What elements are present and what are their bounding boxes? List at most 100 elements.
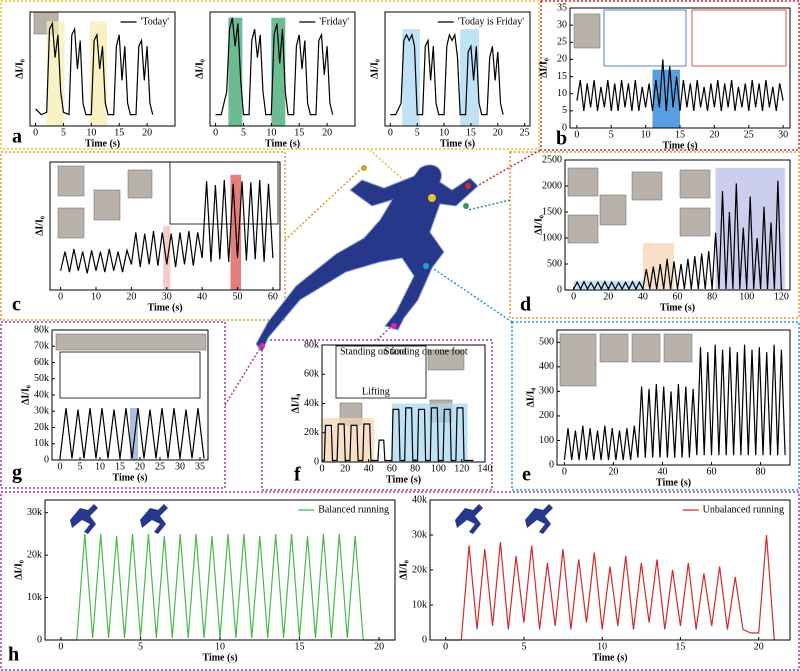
y-axis-label: ΔI/I₀ <box>34 216 45 236</box>
y-tick-label: 2000 <box>542 180 562 191</box>
sensor-dots <box>259 165 471 349</box>
y-tick-label: 20k <box>412 564 427 575</box>
panel-label: e <box>522 464 531 486</box>
axes-frame <box>384 11 531 127</box>
x-axis-label: Time (s) <box>265 138 300 149</box>
x-tick-label: 60 <box>707 466 717 477</box>
x-tick-label: 0 <box>320 463 325 474</box>
sensor <box>423 263 429 269</box>
annotation: Standing on one foot <box>384 346 468 357</box>
y-tick-label: 40k <box>304 398 319 409</box>
sensor <box>463 203 469 209</box>
y-tick-label: 0 <box>37 634 42 645</box>
y-tick-label: 15 <box>557 71 567 82</box>
x-tick-label: 5 <box>241 127 246 138</box>
x-axis-label: Time (s) <box>660 302 695 313</box>
highlight-span <box>163 226 171 290</box>
x-tick-label: 140 <box>478 463 493 474</box>
panel-label: h <box>8 644 19 666</box>
connector <box>376 325 393 341</box>
x-tick-label: 20 <box>603 291 613 302</box>
x-tick-label: 0 <box>58 291 63 302</box>
y-tick-label: 5 <box>562 105 567 116</box>
y-tick-label: 0 <box>314 456 319 467</box>
frame-b <box>540 0 800 151</box>
y-tick-label: 400 <box>539 361 554 372</box>
x-tick-label: 5 <box>78 461 83 472</box>
legend-label: 'Today' <box>141 16 170 27</box>
y-axis-label: ΔI/I₀ <box>20 385 31 405</box>
panel-label: a <box>12 126 22 148</box>
y-tick-label: 20k <box>27 549 42 560</box>
x-tick-label: 10 <box>86 127 96 138</box>
x-tick-label: 15 <box>675 129 685 140</box>
panel-label: c <box>12 294 21 316</box>
x-tick-label: 25 <box>744 129 754 140</box>
inset <box>59 351 201 399</box>
y-axis-label: ΔI/I₀ <box>398 560 409 580</box>
runner-icon <box>455 504 483 534</box>
x-tick-label: 20 <box>608 466 618 477</box>
y-tick-label: 70k <box>34 341 49 352</box>
y-axis-label: ΔI/I₀ <box>194 59 205 79</box>
photo <box>599 333 629 363</box>
photo <box>57 165 85 197</box>
y-tick-label: 10k <box>34 438 49 449</box>
legend-label: 'Friday' <box>319 16 349 27</box>
x-tick-label: 0 <box>388 127 393 138</box>
connector <box>469 149 541 191</box>
data-line <box>60 179 274 274</box>
y-tick-label: 500 <box>547 258 562 269</box>
x-tick-label: 0 <box>443 641 448 652</box>
frame-f <box>261 339 493 491</box>
photo <box>567 214 599 244</box>
sensor <box>361 165 367 171</box>
y-tick-label: 30k <box>412 529 427 540</box>
x-tick-label: 80 <box>756 466 766 477</box>
runner-icon <box>70 504 98 534</box>
x-tick-label: 20 <box>126 291 136 302</box>
x-tick-label: 5 <box>61 127 66 138</box>
y-tick-label: 1500 <box>542 206 562 217</box>
y-tick-label: 1000 <box>542 232 562 243</box>
photo <box>679 207 711 237</box>
data-line <box>576 59 784 111</box>
x-tick-label: 120 <box>454 463 469 474</box>
x-tick-label: 10 <box>597 641 607 652</box>
runner-icon <box>525 504 553 534</box>
inset <box>335 345 427 399</box>
photo <box>573 13 601 49</box>
y-tick-label: 30k <box>34 406 49 417</box>
y-axis-label: ΔI/I₀ <box>13 560 24 580</box>
x-tick-label: 60 <box>387 463 397 474</box>
photo <box>93 189 121 221</box>
photo <box>663 333 693 363</box>
y-tick-label: 20k <box>34 422 49 433</box>
y-tick-label: 35 <box>557 2 567 13</box>
x-tick-label: 15 <box>466 127 476 138</box>
frame-d <box>509 151 800 319</box>
data-line <box>60 533 395 641</box>
x-tick-label: 15 <box>675 641 685 652</box>
panel-label: f <box>294 464 301 486</box>
inset <box>691 9 787 67</box>
y-tick-label: 300 <box>539 386 554 397</box>
y-tick-label: 2500 <box>542 154 562 165</box>
highlight-span <box>402 29 420 127</box>
highlight-span <box>130 408 138 460</box>
y-tick-label: 0 <box>422 634 427 645</box>
x-tick-label: 15 <box>114 127 124 138</box>
y-axis-label: ΔI/I₀ <box>290 394 301 414</box>
x-tick-label: 25 <box>520 127 530 138</box>
x-axis-label: Time (s) <box>662 140 697 151</box>
data-line <box>390 32 504 116</box>
x-tick-label: 15 <box>115 461 125 472</box>
x-tick-label: 100 <box>739 291 754 302</box>
x-tick-label: 40 <box>657 466 667 477</box>
x-tick-label: 0 <box>58 461 63 472</box>
photo <box>427 349 465 371</box>
sensor <box>428 194 436 202</box>
y-tick-label: 20 <box>557 54 567 65</box>
x-axis-label: Time (s) <box>592 652 627 663</box>
axes-frame <box>556 329 791 466</box>
